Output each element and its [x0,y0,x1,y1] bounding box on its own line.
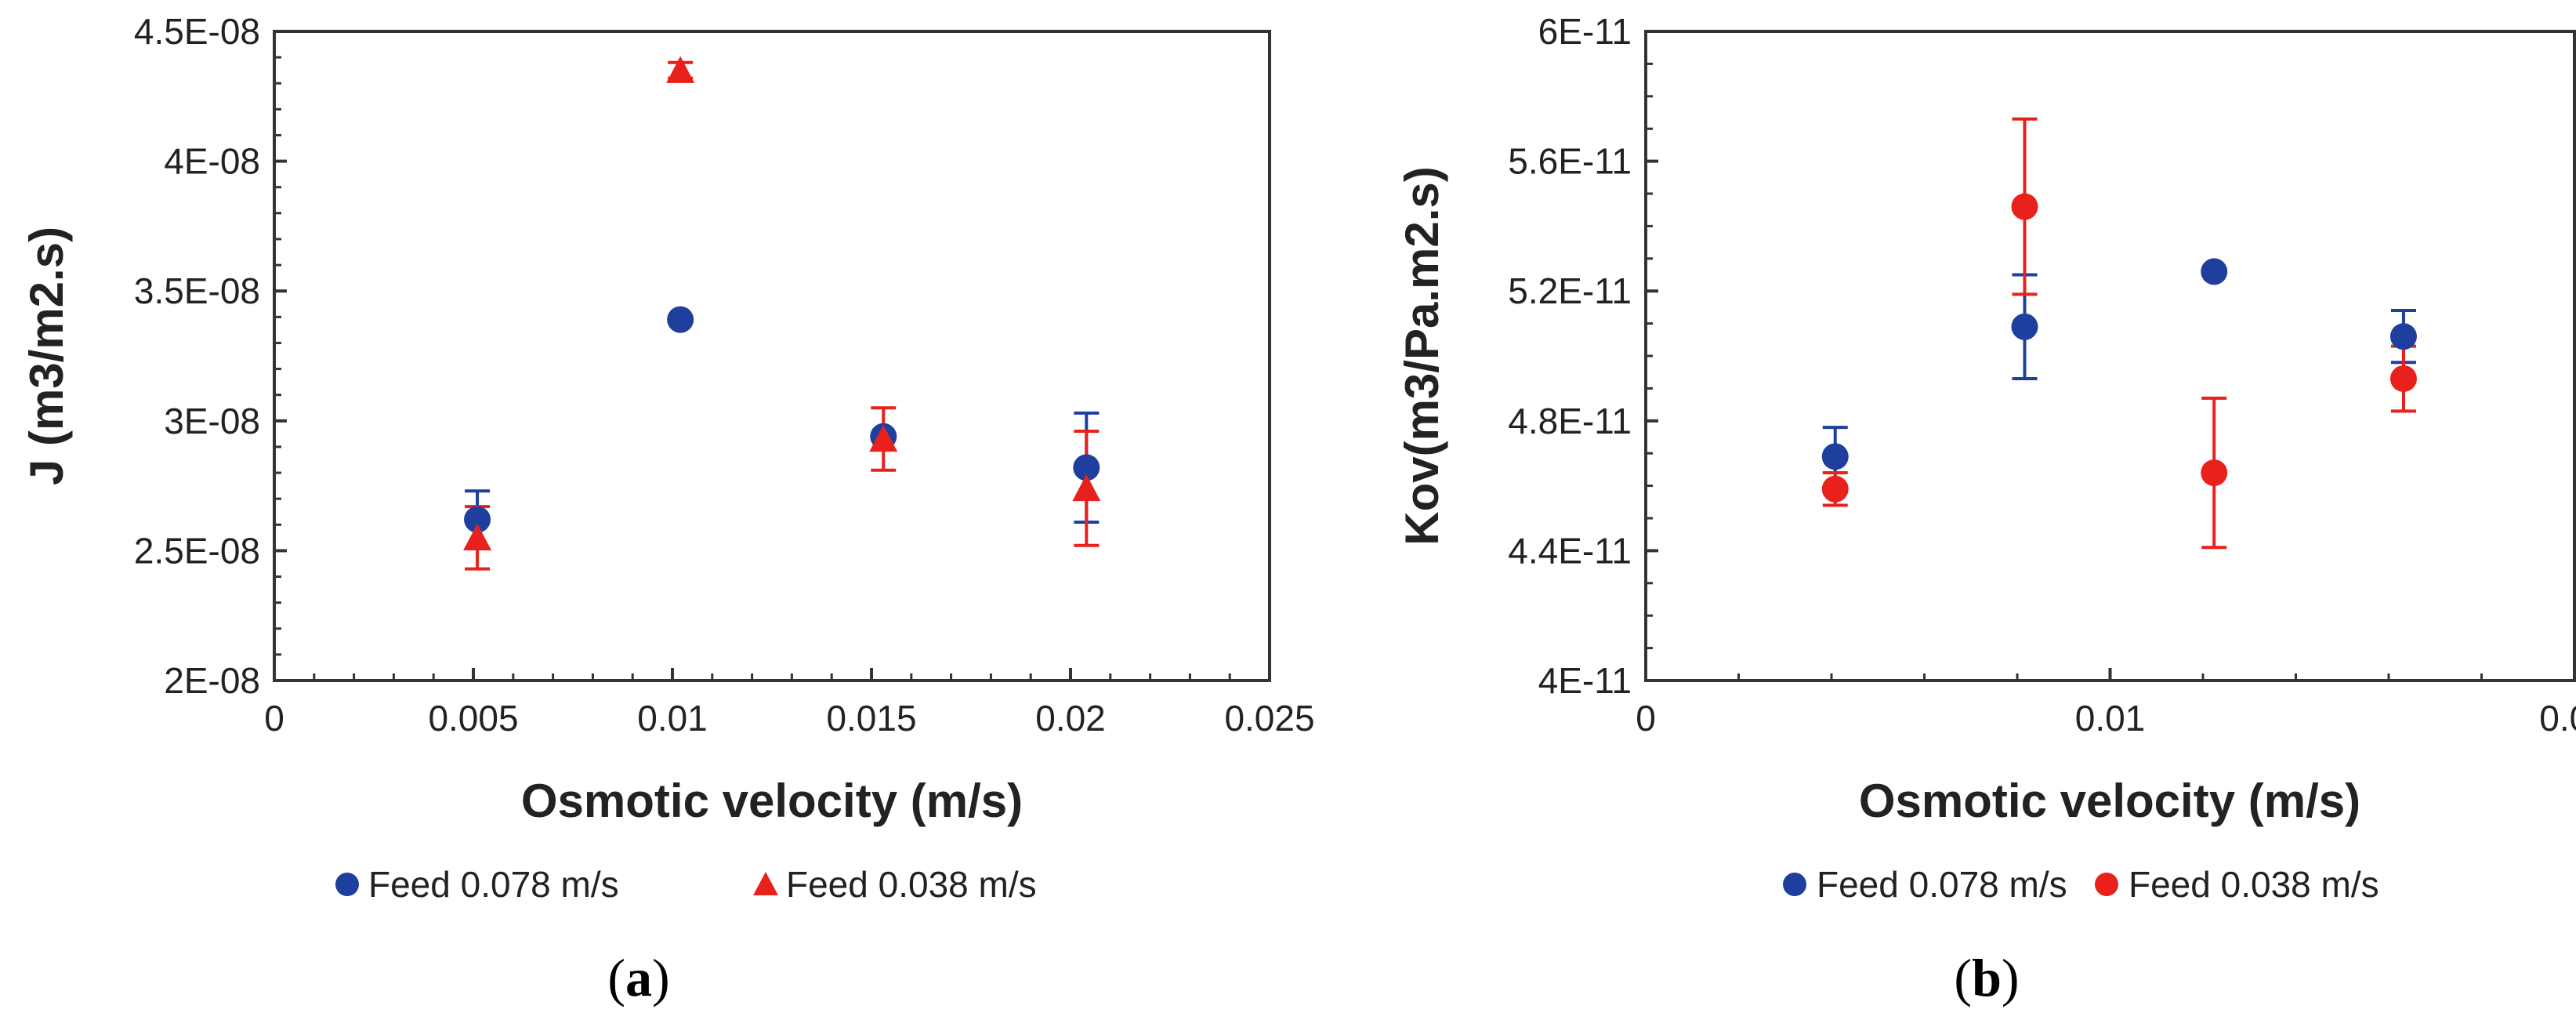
y-tick-label: 5.6E-11 [1508,141,1632,182]
data-point-series-1-4 [1073,454,1100,481]
legend-marker-feed-0038 [753,872,778,895]
data-point-series-1-1 [1821,443,1849,470]
legend-label-feed-0078: Feed 0.078 m/s [1817,864,2067,905]
y-tick-labels: 4E-11 4.4E-11 4.8E-11 5.2E-11 5.6E-11 6E-11 [1508,11,1632,701]
y-tick-label: 5.2E-11 [1508,270,1632,311]
y-tick-label: 4.8E-11 [1508,401,1632,441]
x-tick-label: 0.02 [2539,698,2576,739]
data-point-series-1-3 [2201,258,2228,285]
data-point-series-2-2 [2011,193,2038,220]
data-point-series-1-2 [667,306,694,333]
data-point-series-2-3 [2201,459,2228,487]
data-point-series-2-1 [1821,475,1849,503]
data-point-series-2-2 [666,56,695,83]
legend: Feed 0.078 m/s Feed 0.038 m/s [335,864,1037,905]
x-tick-label: 0.01 [2075,698,2146,739]
x-tick-labels: 0 0.01 0.02 [1636,698,2576,739]
panel-label-a: (a) [607,948,669,1007]
y-tick-label: 3E-08 [164,401,260,441]
x-tick-label: 0 [1636,698,1656,739]
data-point-series-1-4 [2389,323,2417,350]
error-bars [1822,117,2416,550]
legend-marker-feed-0038 [2095,873,2118,896]
data-point-series-2-4 [1072,474,1101,502]
chart-panel-b: 0 0.01 0.02 4E-11 4.4E-11 4.8E-11 5.2E-11 5.6E… [1396,11,2576,1007]
data-point-series-1-2 [2011,313,2038,340]
legend-marker-feed-0078 [1783,873,1806,896]
panel-label-b-letter: b [1972,948,2002,1007]
data-point-series-2-4 [2389,365,2417,392]
y-tick-label: 6E-11 [1538,11,1632,52]
y-axis-title: J (m3/m2.s) [20,227,73,485]
y-tick-label: 4.4E-11 [1508,530,1632,571]
plot-area-frame [273,30,1271,682]
data-point-series-2-3 [869,424,898,452]
y-tick-labels: 2E-08 2.5E-08 3E-08 3.5E-08 4E-08 4.5E-08 [134,11,260,701]
y-tick-label: 2.5E-08 [134,530,260,571]
panel-label-b: (b) [1954,948,2019,1007]
x-tick-label: 0.02 [1035,698,1106,739]
legend-label-feed-0038: Feed 0.038 m/s [786,864,1037,905]
x-tick-labels: 0 0.005 0.01 0.015 0.02 0.025 [264,698,1314,739]
y-tick-label: 4E-08 [164,141,260,182]
legend-label-feed-0078: Feed 0.078 m/s [368,864,619,905]
y-tick-label: 4E-11 [1538,660,1632,701]
y-tick-label: 4.5E-08 [134,11,260,52]
data-point-series-1-1 [464,506,491,533]
data-markers [1821,193,2417,503]
panel-label-a-letter: a [625,948,652,1007]
x-tick-label: 0.015 [826,698,916,739]
axis-ticks [1644,30,2576,682]
x-tick-label: 0 [264,698,284,739]
data-markers [463,56,1101,551]
plot-area-frame [1644,30,2576,682]
x-tick-label: 0.005 [428,698,518,739]
error-bars [465,60,1100,571]
y-axis-title: Kov(m3/Pa.m2.s) [1396,166,1448,546]
data-point-series-2-1 [463,523,492,551]
legend-marker-feed-0078 [335,873,359,896]
legend-label-feed-0038: Feed 0.038 m/s [2129,864,2379,905]
legend: Feed 0.078 m/s Feed 0.038 m/s [1783,864,2379,905]
y-tick-label: 2E-08 [164,660,260,701]
axis-ticks [273,30,1271,682]
x-axis-title: Osmotic velocity (m/s) [1859,775,2360,827]
y-tick-label: 3.5E-08 [134,270,260,311]
chart-panel-a: 0 0.005 0.01 0.015 0.02 0.025 2E-08 2.5E-08 3E-… [20,11,1315,1007]
x-axis-title: Osmotic velocity (m/s) [521,775,1023,827]
x-tick-label: 0.025 [1224,698,1314,739]
x-tick-label: 0.01 [637,698,708,739]
